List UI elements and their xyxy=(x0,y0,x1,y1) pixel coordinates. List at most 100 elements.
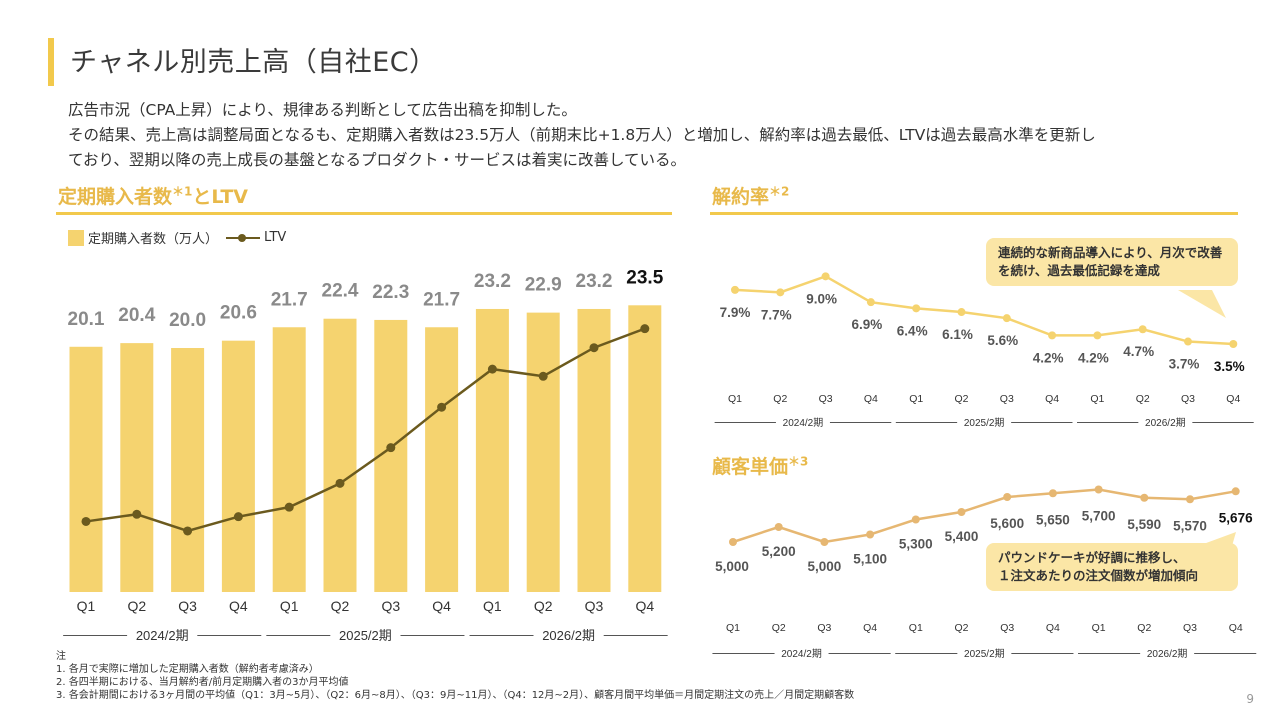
aov-quarter-label: Q3 xyxy=(817,622,831,634)
aov-value-label: 5,000 xyxy=(808,559,842,574)
churn-value-label: 6.9% xyxy=(852,317,883,332)
churn-quarter-label: Q3 xyxy=(1181,393,1195,405)
aov-point xyxy=(1048,489,1057,498)
ltv-line xyxy=(85,327,646,533)
subscribers-quarter-label: Q1 xyxy=(280,598,299,614)
ltv-point xyxy=(589,343,599,353)
aov-quarter-label: Q1 xyxy=(1092,622,1106,634)
aov-point xyxy=(1186,495,1194,504)
ltv-point xyxy=(183,526,193,536)
aov-value-label: 5,300 xyxy=(899,537,933,552)
churn-point xyxy=(776,288,785,297)
churn-quarter-label: Q4 xyxy=(1045,393,1059,405)
footnotes: 注 1. 各月で実際に増加した定期購入者数（解約者考慮済み） 2. 各四半期にお… xyxy=(56,650,854,702)
subscribers-period-label: 2026/2期 xyxy=(542,628,595,643)
subscribers-footnote-mark: ＊1 xyxy=(172,184,193,199)
aov-line xyxy=(732,488,1236,544)
aov-callout-line-1: パウンドケーキが好調に推移し、 xyxy=(998,550,1186,565)
churn-quarter-label: Q3 xyxy=(819,393,833,405)
ltv-point xyxy=(538,371,548,381)
churn-point xyxy=(866,298,875,307)
churn-value-label: 4.2% xyxy=(1078,350,1109,365)
aov-point xyxy=(774,523,783,531)
aov-value-label: 5,100 xyxy=(853,552,887,567)
churn-point xyxy=(912,304,921,313)
subscribers-quarter-label: Q3 xyxy=(381,598,400,614)
subscriber-bar xyxy=(272,327,306,592)
churn-quarter-label: Q4 xyxy=(1226,393,1240,405)
aov-point xyxy=(866,530,875,539)
page-title: チャネル別売上高（自社EC） xyxy=(70,47,437,78)
subscribers-title-suffix: とLTV xyxy=(192,186,249,208)
aov-quarter-label: Q4 xyxy=(1229,622,1243,634)
ltv-point xyxy=(81,516,91,526)
aov-period-label: 2024/2期 xyxy=(781,648,822,660)
subscribers-quarter-label: Q2 xyxy=(331,598,350,614)
aov-quarter-label: Q2 xyxy=(1137,622,1151,634)
churn-point xyxy=(1229,340,1238,348)
subscriber-value-label: 21.7 xyxy=(423,289,460,310)
churn-point xyxy=(1184,337,1192,346)
aov-point xyxy=(1140,493,1149,502)
aov-callout-line-2: １注文あたりの注文個数が増加傾向 xyxy=(998,568,1199,583)
subscriber-value-label: 20.6 xyxy=(220,303,257,324)
subscriber-bar xyxy=(577,308,611,592)
subscribers-quarter-label: Q1 xyxy=(483,598,502,614)
churn-point xyxy=(1093,331,1102,340)
subscriber-bar xyxy=(323,318,357,592)
aov-point xyxy=(1094,485,1103,494)
churn-value-label: 5.6% xyxy=(987,333,1018,348)
aov-quarter-label: Q1 xyxy=(909,622,923,634)
page-number: 9 xyxy=(1246,692,1254,706)
churn-period-label: 2024/2期 xyxy=(783,417,824,429)
churn-callout-pointer xyxy=(1178,290,1226,318)
subscriber-value-label: 20.1 xyxy=(68,309,105,330)
subscriber-value-label: 22.4 xyxy=(322,281,359,302)
subscribers-title-text: 定期購入者数 xyxy=(58,186,173,208)
churn-value-label: 3.7% xyxy=(1169,357,1200,372)
aov-quarter-label: Q2 xyxy=(772,622,786,634)
subscribers-section-title: 定期購入者数＊1とLTV xyxy=(58,182,248,209)
subscribers-period-label: 2025/2期 xyxy=(339,628,392,643)
ltv-legend-line-icon xyxy=(226,233,261,242)
aov-period-label: 2025/2期 xyxy=(964,648,1005,660)
ltv-point xyxy=(335,478,345,488)
churn-value-label: 4.2% xyxy=(1033,350,1064,365)
subscriber-bar xyxy=(120,343,154,592)
subscriber-value-label: 22.3 xyxy=(372,282,409,303)
aov-quarter-label: Q1 xyxy=(726,622,740,634)
churn-quarter-label: Q2 xyxy=(1136,393,1150,405)
churn-quarter-label: Q2 xyxy=(773,393,787,405)
churn-value-label: 6.4% xyxy=(897,323,928,338)
aov-title-text: 顧客単価 xyxy=(712,456,789,478)
churn-callout: 連続的な新商品導入により、月次で改善 を続け、過去最低記録を達成 xyxy=(986,238,1238,286)
footnote-1: 1. 各月で実際に増加した定期購入者数（解約者考慮済み） xyxy=(56,664,319,675)
aov-point xyxy=(820,538,829,546)
churn-point xyxy=(957,308,966,317)
aov-value-label: 5,400 xyxy=(945,529,979,544)
churn-line xyxy=(734,274,1234,346)
subscribers-legend: 定期購入者数（万人） LTV xyxy=(68,228,286,247)
churn-quarter-label: Q3 xyxy=(1000,393,1014,405)
ltv-point xyxy=(437,402,447,412)
churn-period-label: 2025/2期 xyxy=(964,417,1005,429)
churn-value-label: 7.9% xyxy=(720,305,751,320)
title-accent-bar xyxy=(48,38,54,86)
aov-footnote-mark: ＊3 xyxy=(788,454,809,469)
churn-section-title: 解約率＊2 xyxy=(712,182,789,209)
aov-section-title: 顧客単価＊3 xyxy=(712,452,808,479)
churn-value-label: 3.5% xyxy=(1214,359,1245,374)
aov-value-label: 5,000 xyxy=(715,559,749,574)
aov-value-label: 5,200 xyxy=(762,544,796,559)
subscriber-bar xyxy=(69,346,103,592)
intro-line-2: その結果、売上高は調整局面となるも、定期購入者数は23.5万人（前期末比+1.8… xyxy=(68,126,1096,144)
aov-point xyxy=(729,538,737,546)
churn-value-label: 6.1% xyxy=(942,327,973,342)
churn-point xyxy=(1048,331,1057,340)
subscribers-quarter-label: Q1 xyxy=(77,598,96,614)
subscriber-bar xyxy=(171,348,205,592)
ltv-point xyxy=(233,512,243,522)
churn-section-rule xyxy=(710,212,1238,215)
churn-value-label: 9.0% xyxy=(806,291,837,306)
subscribers-quarter-label: Q4 xyxy=(229,598,248,614)
